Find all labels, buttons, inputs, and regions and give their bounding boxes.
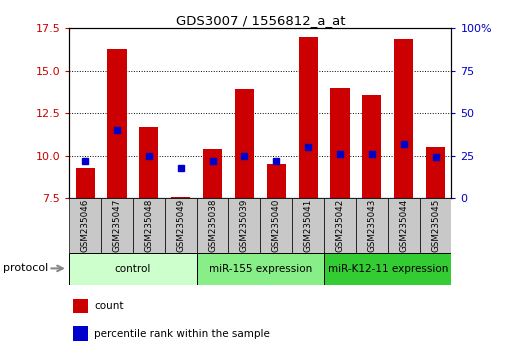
Text: GSM235039: GSM235039 xyxy=(240,199,249,252)
Bar xyxy=(330,88,349,198)
Bar xyxy=(299,37,318,198)
Text: control: control xyxy=(115,264,151,274)
Text: GSM235043: GSM235043 xyxy=(367,199,377,252)
Bar xyxy=(292,198,324,253)
Bar xyxy=(261,198,292,253)
Text: count: count xyxy=(94,301,124,311)
Text: GSM235041: GSM235041 xyxy=(304,199,312,252)
Bar xyxy=(140,127,159,198)
Text: GSM235045: GSM235045 xyxy=(431,199,440,252)
Bar xyxy=(426,147,445,198)
Bar xyxy=(73,326,88,341)
Bar xyxy=(69,253,196,285)
Bar xyxy=(420,198,451,253)
Bar xyxy=(73,299,88,313)
Text: GSM235048: GSM235048 xyxy=(144,199,153,252)
Bar xyxy=(267,164,286,198)
Text: miR-K12-11 expression: miR-K12-11 expression xyxy=(328,264,448,274)
Bar xyxy=(235,90,254,198)
Bar xyxy=(203,149,222,198)
Bar xyxy=(228,198,261,253)
Bar xyxy=(324,198,356,253)
Text: GSM235038: GSM235038 xyxy=(208,199,217,252)
Text: GSM235040: GSM235040 xyxy=(272,199,281,252)
Bar xyxy=(101,198,133,253)
Bar xyxy=(356,198,388,253)
Bar xyxy=(108,49,127,198)
Bar xyxy=(165,198,196,253)
Bar xyxy=(388,198,420,253)
Bar xyxy=(196,253,324,285)
Bar xyxy=(75,168,95,198)
Bar xyxy=(362,95,381,198)
Bar xyxy=(196,198,228,253)
Bar xyxy=(394,39,413,198)
Text: GSM235047: GSM235047 xyxy=(112,199,122,252)
Title: GDS3007 / 1556812_a_at: GDS3007 / 1556812_a_at xyxy=(175,14,345,27)
Text: GSM235049: GSM235049 xyxy=(176,199,185,252)
Bar xyxy=(133,198,165,253)
Text: GSM235042: GSM235042 xyxy=(336,199,344,252)
Text: protocol: protocol xyxy=(4,263,49,273)
Text: percentile rank within the sample: percentile rank within the sample xyxy=(94,329,270,339)
Text: miR-155 expression: miR-155 expression xyxy=(209,264,312,274)
Text: GSM235044: GSM235044 xyxy=(399,199,408,252)
Bar xyxy=(171,196,190,198)
Text: GSM235046: GSM235046 xyxy=(81,199,90,252)
Bar xyxy=(69,198,101,253)
Bar xyxy=(324,253,451,285)
